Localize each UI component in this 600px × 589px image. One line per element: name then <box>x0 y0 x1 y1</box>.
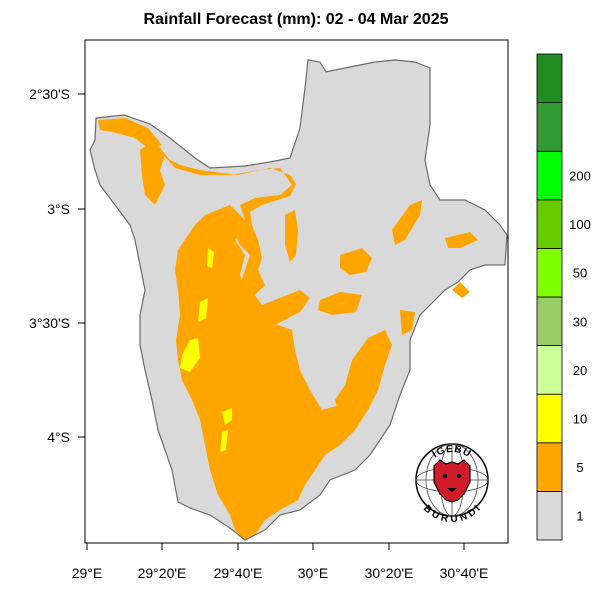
x-tick-label: 30°E <box>298 565 329 581</box>
colorbar-label: 10 <box>573 412 587 427</box>
colorbar-labels: 1 5 10 20 30 50 100 200 <box>569 169 591 524</box>
logo-leopard-head-icon <box>433 459 471 503</box>
colorbar-segment <box>536 442 563 492</box>
x-tick-label: 30°20'E <box>365 565 414 581</box>
rain-area-yellow-3 <box>180 338 200 372</box>
rain-area-yellow-4 <box>222 408 232 425</box>
y-tick-label: 4°S <box>47 429 70 445</box>
rain-area-west-blob <box>140 140 165 205</box>
colorbar-label: 30 <box>573 314 587 329</box>
country-border <box>89 59 508 541</box>
colorbar-label: 100 <box>569 217 591 232</box>
map-frame <box>84 39 509 544</box>
logo-top-text: IGEBU <box>430 444 473 460</box>
rain-area-far-east <box>445 232 478 248</box>
y-axis <box>78 93 85 438</box>
colorbar-segment <box>536 490 563 541</box>
rain-5-10mm-areas <box>180 248 232 452</box>
colorbar-segment <box>536 53 563 103</box>
map-title: Rainfall Forecast (mm): 02 - 04 Mar 2025 <box>143 11 448 28</box>
colorbar-segment <box>536 296 563 346</box>
colorbar-segment <box>536 102 563 152</box>
rain-area-west-main <box>150 140 310 325</box>
rain-area-yellow-2 <box>198 298 208 322</box>
rain-area-east-small <box>452 282 470 298</box>
igebu-logo: IGEBU BURUNDI <box>415 443 489 525</box>
y-tick-label: 2°30'S <box>29 86 70 102</box>
colorbar-label: 5 <box>576 460 583 475</box>
rain-area-center-patch <box>318 292 362 315</box>
colorbar <box>536 53 563 541</box>
x-tick-label: 29°E <box>72 565 103 581</box>
colorbar-label: 1 <box>576 509 583 524</box>
rain-area-central-south <box>175 205 392 540</box>
rain-area-east-patch <box>340 248 372 275</box>
x-axis <box>86 543 465 550</box>
colorbar-label: 200 <box>569 169 591 184</box>
colorbar-segment <box>536 345 563 395</box>
rain-1-5mm-areas <box>98 118 478 540</box>
rain-area-north-ridge <box>285 210 298 262</box>
x-tick-label: 29°40'E <box>214 565 263 581</box>
colorbar-segment <box>536 247 563 298</box>
y-tick-label: 3°30'S <box>29 315 70 331</box>
colorbar-segment <box>536 393 563 444</box>
rain-area-southeast-strip <box>400 310 415 335</box>
rain-area-yellow-1 <box>207 248 214 268</box>
rain-area-east-ridge <box>392 200 422 245</box>
rain-area-south-lobe <box>335 372 375 420</box>
y-tick-label: 3°S <box>47 201 70 217</box>
colorbar-label: 20 <box>573 363 587 378</box>
rain-area-northwest-strip <box>98 118 162 150</box>
x-tick-label: 29°20'E <box>138 565 187 581</box>
colorbar-segment <box>536 199 563 249</box>
colorbar-segment <box>536 150 563 201</box>
rain-area-yellow-5 <box>220 430 228 452</box>
colorbar-label: 50 <box>573 266 587 281</box>
x-tick-label: 30°40'E <box>440 565 489 581</box>
